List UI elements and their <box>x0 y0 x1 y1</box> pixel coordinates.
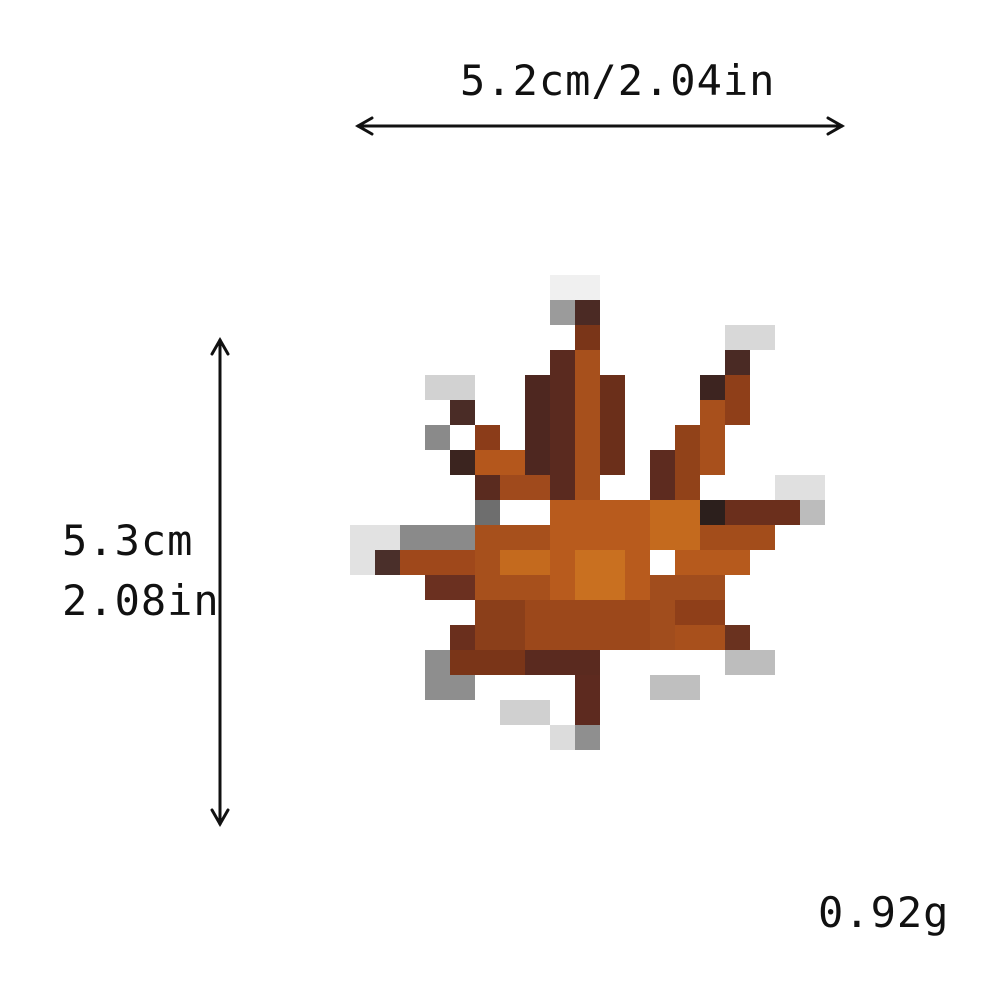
height-arrow <box>210 336 230 828</box>
height-label-in: 2.08in <box>62 576 220 625</box>
width-label: 5.2cm/2.04in <box>460 56 776 105</box>
weight-label: 0.92g <box>818 888 950 937</box>
width-arrow <box>354 116 846 136</box>
height-label-cm: 5.3cm <box>62 516 194 565</box>
